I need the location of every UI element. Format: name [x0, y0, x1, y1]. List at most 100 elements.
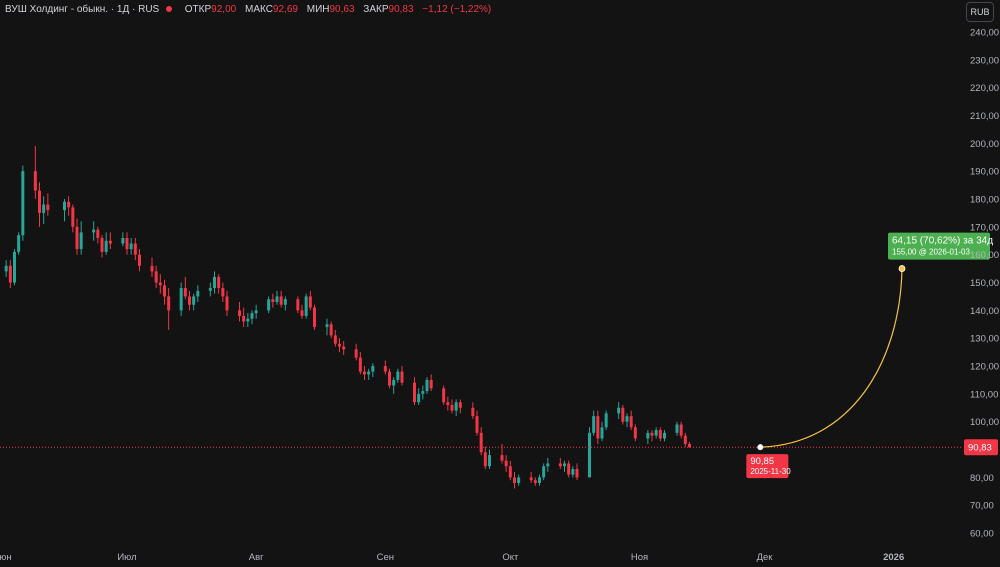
candle-body [421, 391, 425, 394]
candle-body [688, 443, 691, 448]
projection-end-point[interactable] [898, 265, 906, 272]
candle-body [563, 463, 566, 467]
candle-body [163, 285, 166, 297]
candle-body [42, 204, 46, 213]
candle-body [450, 405, 454, 411]
candle-body [454, 402, 458, 411]
candle-body [617, 407, 621, 414]
projection-target-value: 155,00 @ 2026-01-03 [892, 248, 971, 257]
candle-body [138, 254, 141, 266]
candle-body [213, 276, 216, 289]
projection-start-date: 2025-11-30 [750, 467, 791, 476]
last-price-value: 90,83 [968, 443, 992, 454]
candle-body [121, 237, 125, 244]
y-tick-label: 140,00 [970, 306, 999, 317]
y-axis[interactable]: 240,00 230,00 220,00 210,00 200,00 190,00 180,… [970, 27, 999, 539]
candle-body [650, 432, 654, 436]
candle-body [267, 299, 271, 311]
candle-body [196, 290, 200, 297]
y-tick-label: 60,00 [970, 529, 994, 540]
candle-body [246, 318, 250, 322]
candle-body [46, 204, 50, 211]
candle-body [558, 463, 562, 467]
candle-body [283, 299, 287, 305]
candle-body [150, 265, 154, 272]
projection-start-point[interactable] [757, 444, 764, 451]
candle-body [458, 402, 462, 408]
candle-body [333, 335, 337, 344]
candle-body [254, 310, 258, 314]
currency-button[interactable]: RUB [966, 2, 994, 22]
candle-body [96, 229, 100, 238]
candle-body [108, 240, 112, 244]
candle-body [279, 296, 283, 305]
candle-body [238, 310, 241, 316]
y-tick-label: 80,00 [970, 473, 994, 484]
x-tick-label: Июл [117, 552, 136, 563]
symbol-legend: ВУШ Холдинг - обыкн. · 1Д · RUS ОТКР92,0… [5, 4, 491, 15]
candle-body [217, 276, 221, 289]
high-label: МАКС [244, 4, 273, 15]
candle-body [517, 477, 521, 483]
y-tick-label: 180,00 [970, 194, 999, 205]
y-tick-label: 240,00 [970, 27, 999, 38]
candle-body [646, 432, 650, 439]
candle-body [100, 237, 104, 252]
candle-body [621, 407, 625, 422]
candle-body [358, 357, 362, 372]
candle-body [538, 477, 541, 483]
y-tick-label: 120,00 [970, 362, 999, 373]
candle-body [571, 469, 575, 475]
candle-body [329, 324, 333, 336]
candle-body [71, 207, 75, 227]
open-value: 92,00 [211, 4, 237, 15]
candle-body [63, 201, 66, 211]
candle-body [675, 424, 679, 433]
candle-body [167, 296, 171, 311]
candle-body [400, 371, 404, 383]
candle-body [588, 432, 591, 478]
candle-body [633, 427, 637, 439]
candle-body [383, 366, 387, 372]
symbol-name: ВУШ Холдинг - обыкн. · 1Д · RUS [5, 4, 160, 15]
candle-body [596, 416, 600, 439]
projection-target-change: 64,15 (70,62%) за 34д [892, 236, 993, 247]
candle-body [129, 243, 133, 250]
low-label: МИН [306, 4, 330, 15]
y-tick-label: 230,00 [970, 55, 999, 66]
candle-body [363, 371, 366, 375]
candle-body [529, 477, 533, 481]
candle-body [225, 296, 229, 311]
candle-body [125, 237, 129, 250]
candle-body [546, 463, 550, 467]
candle-body [271, 299, 275, 302]
candle-body [250, 313, 254, 319]
candle-body [33, 171, 37, 191]
x-tick-label: Ноя [631, 552, 648, 563]
candle-body [471, 407, 475, 417]
y-tick-label: 100,00 [970, 417, 999, 428]
candle-body [154, 271, 158, 283]
x-tick-label: Дек [757, 552, 774, 563]
change-value: −1,12 (−1,22%) [422, 4, 492, 15]
candle-body [338, 343, 341, 347]
x-tick-label: Сен [377, 552, 394, 563]
x-tick-label: Окт [502, 552, 519, 563]
y-tick-label: 160,00 [970, 250, 999, 261]
low-value: 90,63 [329, 4, 355, 15]
candle-body [654, 430, 658, 436]
candle-body [500, 455, 504, 461]
candle-body [658, 430, 662, 439]
close-value: 90,83 [388, 4, 414, 15]
candle-body [21, 171, 25, 236]
candle-body [371, 366, 375, 372]
projection-curve [760, 268, 903, 448]
candle-body [158, 282, 162, 286]
open-label: ОТКР [184, 4, 212, 15]
x-tick-label: 2026 [883, 552, 904, 563]
candle-body [488, 455, 491, 467]
x-axis[interactable]: ИюнИюлАвгСенОктНояДек2026Фев [0, 552, 1000, 563]
candle-body [13, 251, 16, 283]
y-tick-label: 210,00 [970, 111, 999, 122]
